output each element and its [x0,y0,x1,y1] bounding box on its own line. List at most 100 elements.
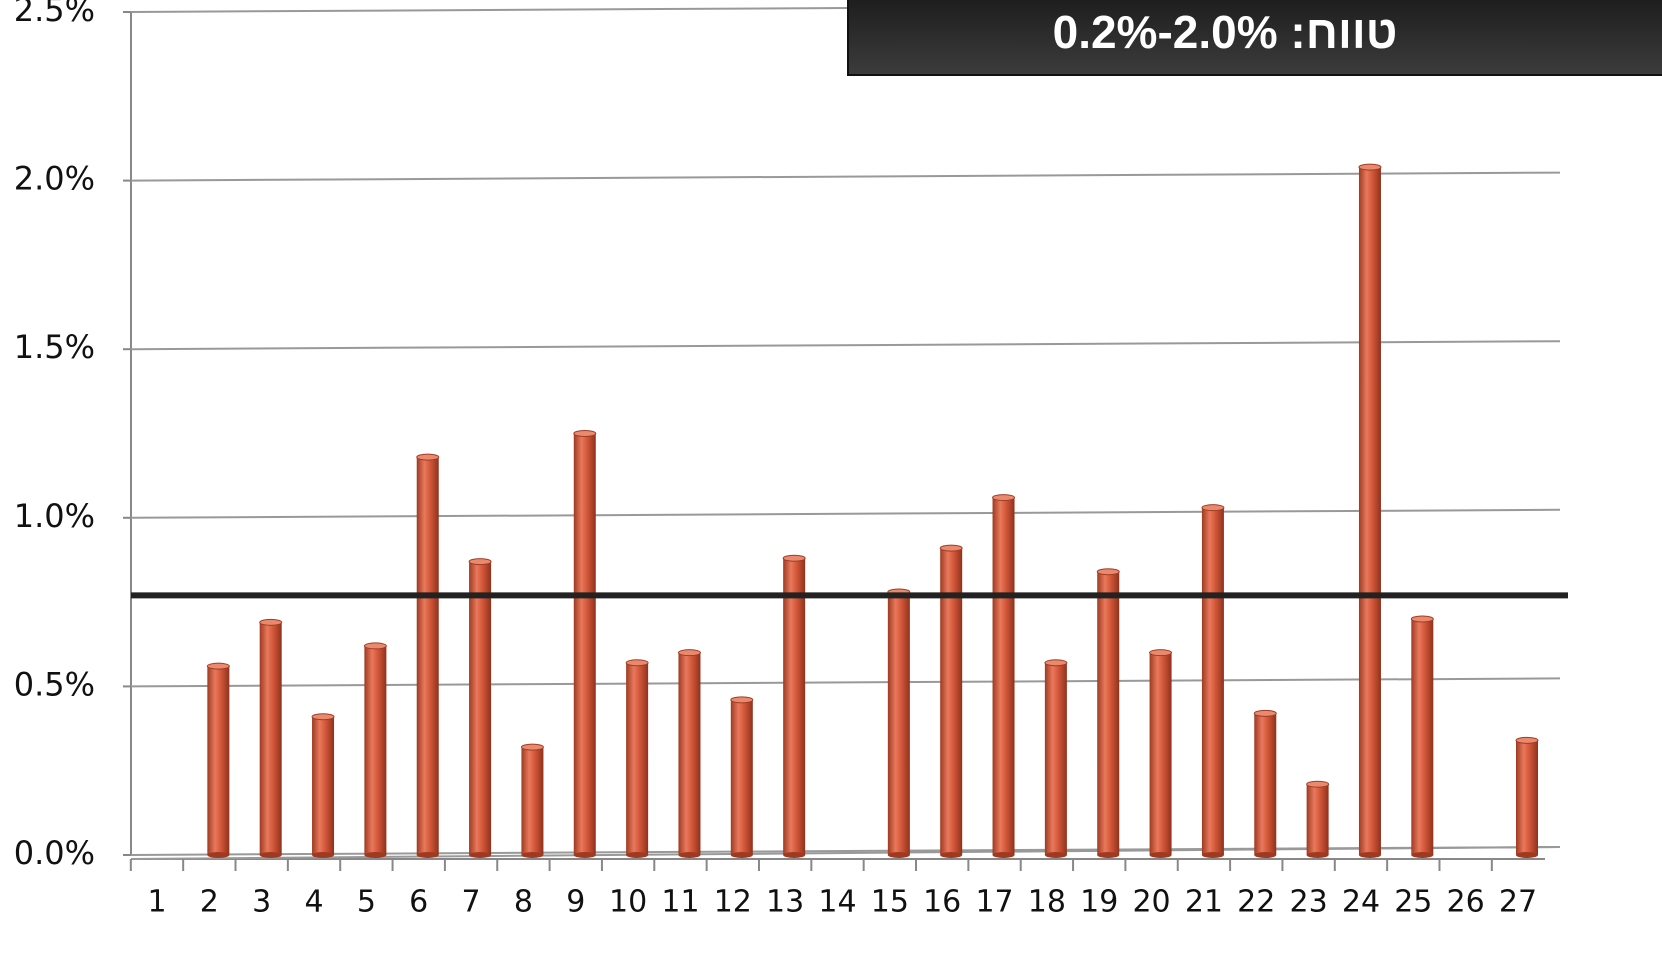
bar [363,642,387,858]
x-tick-label: 11 [661,885,699,920]
x-tick-label: 20 [1132,885,1170,920]
x-tick-label: 17 [975,885,1013,920]
grid-line [130,677,1561,688]
bar-body [1044,662,1067,855]
x-tick-label: 24 [1342,885,1380,920]
bar [1096,568,1120,858]
x-tick-label: 4 [304,885,323,920]
x-tick-label: 10 [609,885,647,920]
bar-base [207,852,230,858]
bar-cap [730,696,754,704]
bar-base [1149,852,1172,858]
bar [1201,504,1225,858]
x-tick-label: 23 [1290,885,1328,920]
bar [573,430,597,858]
bar-base [1411,852,1434,858]
x-tick-label: 13 [766,885,804,920]
bar [206,662,230,858]
bar-body [887,591,910,855]
x-tick-label: 9 [566,885,585,920]
bar [259,618,283,858]
bar-base [521,852,544,858]
x-tick-label: 2 [200,885,219,920]
bar-base [312,852,335,858]
bar-base [940,852,963,858]
bar [782,554,806,858]
x-tick-label: 25 [1394,885,1432,920]
x-tick-label: 12 [714,885,752,920]
bar-cap [573,430,597,437]
bar-cap [1306,780,1330,788]
bar-base [783,852,806,858]
bar-body [1149,652,1172,855]
bar-body [364,645,387,855]
bar-base [730,852,753,858]
y-tick-label: 0.0% [14,834,95,872]
bar-base [1516,852,1538,858]
bar [1515,736,1539,858]
y-tick-label: 2.0% [14,160,95,198]
bar [1306,780,1330,858]
x-tick-label: 5 [357,885,376,920]
y-tick-label: 2.5% [14,0,95,29]
bar-cap [625,659,649,667]
bar [1410,615,1434,858]
bar-cap [1149,649,1173,657]
bar-base [1358,852,1381,858]
bar [311,713,335,858]
bar-cap [1410,615,1434,623]
bar-body [626,662,649,855]
bar [1358,163,1382,858]
bar-base [364,852,387,858]
bar-cap [520,743,544,751]
bar-cap [677,649,701,657]
title-box: טווח: 2.0%-0.2% [847,0,1662,76]
x-tick-label: 21 [1185,885,1223,920]
bar [1253,709,1277,858]
bar-cap [468,558,492,566]
bar-cap [206,662,230,670]
bar-body [259,622,282,855]
x-tick-label: 22 [1237,885,1275,920]
bar-base [678,852,701,858]
bar [416,453,440,858]
bar-base [573,852,596,858]
bar-base [1201,852,1224,858]
bar-base [1044,852,1067,858]
y-tick-label: 1.5% [14,328,95,366]
bar [992,494,1016,858]
x-tick-label: 3 [252,885,271,920]
bar-body [678,652,701,855]
bar-cap [363,642,387,650]
bar-body [1516,740,1538,855]
bar [1149,649,1173,858]
bar-body [992,497,1015,855]
bar-body [416,457,439,855]
bar-cap [1096,568,1120,576]
bar-body [1306,784,1329,855]
bar [1044,659,1068,858]
bar [939,544,963,858]
grid-line [130,508,1561,519]
bar-body [1097,571,1120,855]
bar-body [1358,167,1381,855]
bar-cap [939,544,963,552]
x-tick-label: 8 [514,885,533,920]
x-tick-label: 6 [409,885,428,920]
bar-base [887,852,910,858]
bar [730,696,754,858]
y-tick-label: 0.5% [14,665,95,703]
bar-body [207,666,230,855]
grid-line [130,340,1561,351]
grid-line [130,171,1561,182]
bar-body [1411,618,1434,855]
bar-cap [1253,709,1277,717]
bar-cap [259,618,283,626]
bar [677,649,701,858]
x-tick-label: 18 [1028,885,1066,920]
x-tick-label: 1 [147,885,166,920]
bar-body [730,699,753,855]
x-tick-label: 26 [1447,885,1485,920]
chart-title: טווח: 2.0%-0.2% [1053,6,1398,58]
